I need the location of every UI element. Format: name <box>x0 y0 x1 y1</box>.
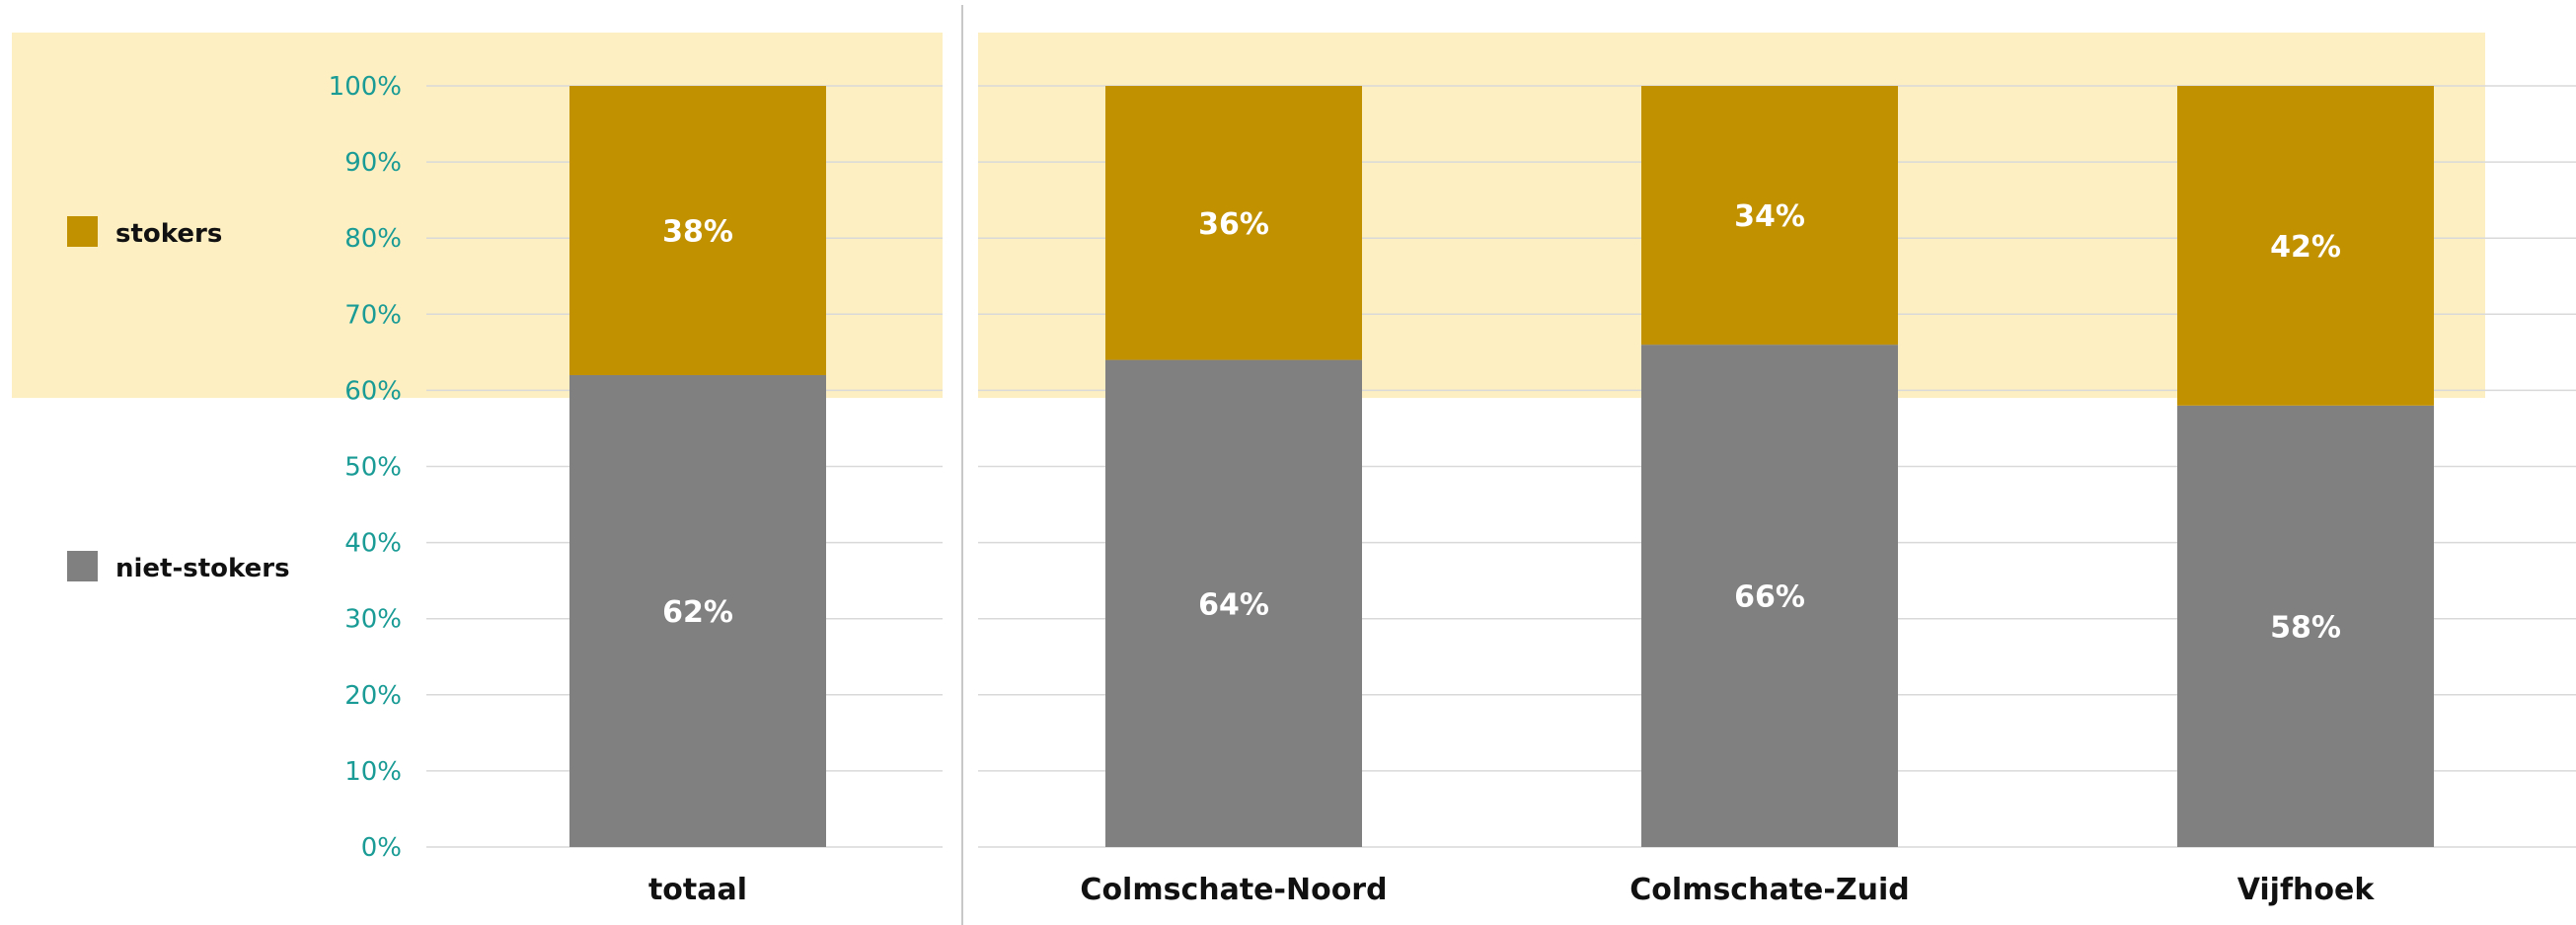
y-tick-label: 100% <box>329 72 402 102</box>
data-label-niet-stokers-Colmschate-Zuid: 66% <box>1734 580 1805 615</box>
bar-niet-stokers-Colmschate-Noord <box>1105 359 1362 847</box>
data-label-stokers-Vijfhoek: 42% <box>2270 230 2341 265</box>
data-label-stokers-totaal: 38% <box>662 214 733 249</box>
bar-niet-stokers-Colmschate-Zuid <box>1641 345 1898 847</box>
legend: stokers niet-stokers <box>67 216 290 583</box>
y-tick-label: 50% <box>344 453 402 483</box>
data-label-stokers-Colmschate-Zuid: 34% <box>1734 199 1805 234</box>
y-tick-label: 60% <box>344 376 402 406</box>
y-tick-label: 0% <box>361 833 402 863</box>
labels: 0% 10% 20% 30% 40% 50% 60% 70% 80% 90% 100% 62% 38% t… <box>329 72 2376 907</box>
data-label-niet-stokers-Colmschate-Noord: 64% <box>1198 587 1269 622</box>
category-label: Vijfhoek <box>2237 873 2376 907</box>
y-tick-label: 10% <box>344 757 402 787</box>
bar-stokers-Colmschate-Noord <box>1105 86 1362 360</box>
bar-stokers-Vijfhoek <box>2177 86 2434 406</box>
bar-stokers-Colmschate-Zuid <box>1641 86 1898 346</box>
bar-niet-stokers-Vijfhoek <box>2177 405 2434 847</box>
category-label: Colmschate-Zuid <box>1629 873 1909 907</box>
category-label: totaal <box>648 873 747 907</box>
data-label-stokers-Colmschate-Noord: 36% <box>1198 207 1269 242</box>
y-tick-label: 90% <box>344 148 402 178</box>
bar-niet-stokers-totaal <box>569 374 826 847</box>
bar-stokers-totaal <box>569 86 826 375</box>
legend-swatch-niet-stokers <box>67 551 98 581</box>
legend-swatch-stokers <box>67 216 98 247</box>
y-tick-label: 70% <box>344 300 402 330</box>
legend-label-niet-stokers: niet-stokers <box>115 554 290 583</box>
data-label-niet-stokers-totaal: 62% <box>662 595 733 630</box>
y-tick-label: 40% <box>344 529 402 559</box>
y-tick-label: 20% <box>344 681 402 711</box>
data-label-niet-stokers-Vijfhoek: 58% <box>2270 610 2341 645</box>
legend-label-stokers: stokers <box>115 219 222 249</box>
category-label: Colmschate-Noord <box>1080 873 1387 907</box>
y-tick-label: 80% <box>344 224 402 254</box>
bars <box>569 86 2434 847</box>
y-tick-label: 30% <box>344 605 402 635</box>
